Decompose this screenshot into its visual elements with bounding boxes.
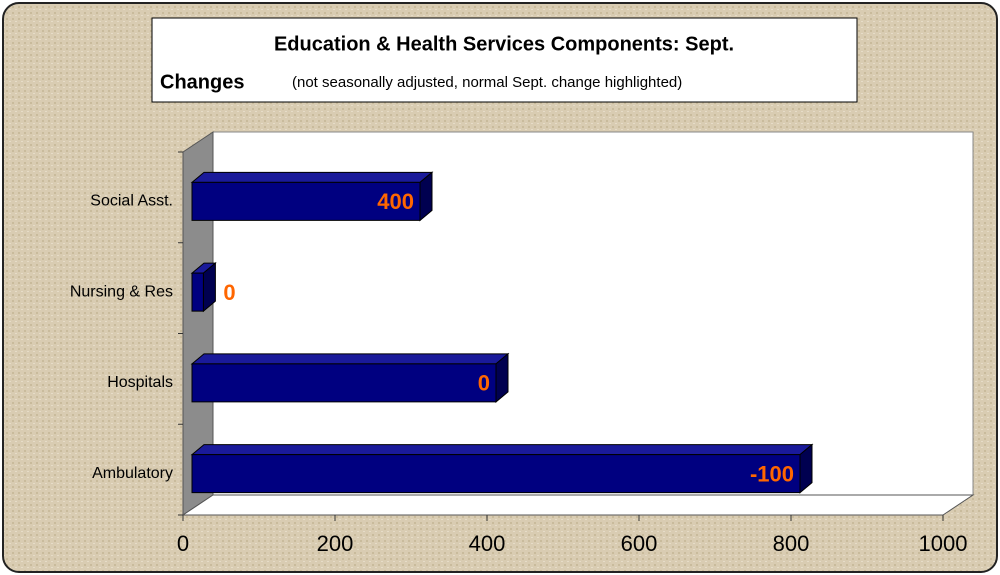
bar-face [191,272,204,312]
bar-face [190,171,434,183]
y-tick-label: Social Asst. [90,193,173,210]
data-label: 400 [377,189,414,214]
bar-face [190,444,814,456]
data-label: 0 [223,280,235,305]
title-box [151,17,858,103]
x-tick-label: 1000 [919,531,968,556]
bar-face [190,353,510,365]
bar-face [191,454,801,494]
x-tick-label: 600 [621,531,658,556]
bar [190,352,510,403]
chart-title: Education & Health Services Components: … [274,33,734,55]
bar [190,262,217,313]
y-tick-label: Nursing & Res [70,283,173,300]
x-tick-label: 800 [773,531,810,556]
bar-face [191,363,497,403]
x-tick-label: 200 [317,531,354,556]
y-tick-label: Hospitals [107,374,173,391]
bar [190,171,434,222]
plot-area [181,131,975,516]
bar-face [191,181,421,221]
floor [181,494,975,516]
y-tick-label: Ambulatory [92,465,173,482]
data-label: -100 [750,461,794,486]
chart-title: Changes [160,71,244,93]
x-tick-label: 400 [469,531,506,556]
bar [190,443,814,494]
data-label: 0 [478,371,490,396]
chart-subtitle: (not seasonally adjusted, normal Sept. c… [292,74,682,91]
x-tick-label: 0 [177,531,189,556]
